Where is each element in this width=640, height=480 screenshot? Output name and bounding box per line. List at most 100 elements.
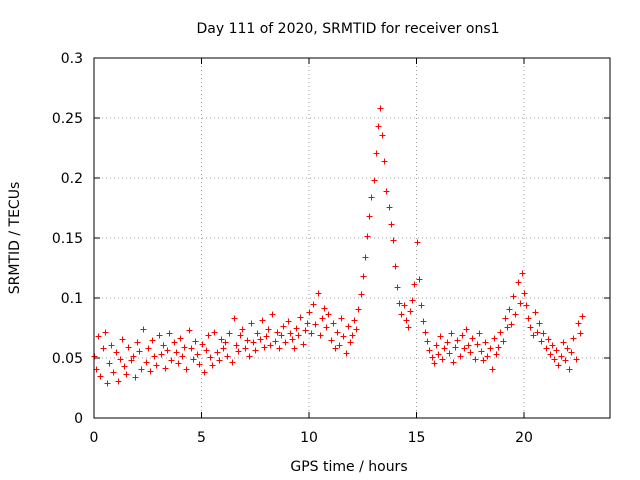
data-point bbox=[377, 105, 384, 112]
data-point bbox=[508, 321, 515, 328]
data-point bbox=[351, 317, 358, 324]
x-tick-label: 5 bbox=[197, 430, 206, 446]
data-point bbox=[237, 332, 244, 339]
data-point bbox=[166, 330, 173, 337]
data-point bbox=[121, 363, 128, 370]
data-point bbox=[119, 336, 126, 343]
data-point bbox=[214, 349, 221, 356]
data-point bbox=[375, 123, 382, 130]
data-point bbox=[179, 353, 186, 360]
data-point bbox=[285, 318, 292, 325]
data-point bbox=[459, 332, 466, 339]
data-point bbox=[491, 335, 498, 342]
data-point bbox=[433, 342, 440, 349]
data-point bbox=[545, 336, 552, 343]
data-point bbox=[188, 345, 195, 352]
data-point bbox=[482, 339, 489, 346]
data-point bbox=[476, 330, 483, 337]
data-point bbox=[295, 332, 302, 339]
data-point bbox=[480, 357, 487, 364]
data-point bbox=[534, 329, 541, 336]
data-point bbox=[358, 291, 365, 298]
data-point bbox=[269, 311, 276, 318]
data-point bbox=[293, 325, 300, 332]
data-point bbox=[336, 342, 343, 349]
data-point bbox=[110, 369, 117, 376]
data-point bbox=[149, 337, 156, 344]
data-point bbox=[304, 320, 311, 327]
data-point bbox=[211, 329, 218, 336]
data-point bbox=[444, 339, 451, 346]
data-point bbox=[291, 345, 298, 352]
data-point bbox=[353, 326, 360, 333]
data-point bbox=[392, 263, 399, 270]
data-point bbox=[437, 333, 444, 340]
data-point bbox=[282, 339, 289, 346]
data-point bbox=[450, 359, 457, 366]
axis-ticks: 0 5 10 15 20 0 0.05 0.1 0.15 0.2 0.25 0.3 bbox=[52, 51, 610, 446]
data-point bbox=[151, 353, 158, 360]
data-point bbox=[429, 354, 436, 361]
data-point bbox=[317, 332, 324, 339]
data-point bbox=[379, 132, 386, 139]
data-point bbox=[568, 349, 575, 356]
data-point bbox=[115, 378, 122, 385]
data-point bbox=[579, 313, 586, 320]
data-point bbox=[543, 345, 550, 352]
data-point bbox=[199, 341, 206, 348]
data-point bbox=[160, 342, 167, 349]
data-point bbox=[416, 276, 423, 283]
data-point bbox=[297, 314, 304, 321]
data-point bbox=[104, 380, 111, 387]
data-point bbox=[403, 317, 410, 324]
data-point bbox=[252, 347, 259, 354]
data-point bbox=[222, 339, 229, 346]
data-point bbox=[566, 366, 573, 373]
data-point bbox=[207, 354, 214, 361]
data-point bbox=[201, 369, 208, 376]
data-point bbox=[381, 158, 388, 165]
data-point bbox=[168, 357, 175, 364]
data-point bbox=[452, 344, 459, 351]
data-point bbox=[330, 320, 337, 327]
data-point bbox=[446, 350, 453, 357]
data-point bbox=[575, 320, 582, 327]
data-point bbox=[472, 356, 479, 363]
data-point bbox=[310, 301, 317, 308]
data-point bbox=[407, 308, 414, 315]
data-point bbox=[338, 315, 345, 322]
y-tick-label: 0.05 bbox=[52, 351, 83, 367]
data-point bbox=[302, 327, 309, 334]
data-point bbox=[156, 332, 163, 339]
data-point bbox=[173, 349, 180, 356]
grid-lines bbox=[94, 58, 610, 418]
data-point bbox=[502, 315, 509, 322]
data-point bbox=[525, 315, 532, 322]
data-point bbox=[355, 306, 362, 313]
data-point bbox=[278, 332, 285, 339]
data-point bbox=[136, 348, 143, 355]
data-point bbox=[147, 368, 154, 375]
data-point bbox=[224, 353, 231, 360]
data-point bbox=[100, 345, 107, 352]
x-tick-label: 0 bbox=[90, 430, 99, 446]
data-point bbox=[515, 279, 522, 286]
data-point bbox=[171, 339, 178, 346]
plot-frame bbox=[93, 57, 611, 419]
data-point bbox=[203, 347, 210, 354]
y-tick-label: 0.2 bbox=[61, 171, 83, 187]
data-point bbox=[265, 326, 272, 333]
data-point bbox=[108, 342, 115, 349]
data-point bbox=[538, 338, 545, 345]
data-point bbox=[267, 342, 274, 349]
data-point bbox=[334, 329, 341, 336]
chart-title: Day 111 of 2020, SRMTID for receiver ons… bbox=[196, 21, 499, 37]
data-point bbox=[128, 357, 135, 364]
data-point bbox=[287, 330, 294, 337]
data-point bbox=[469, 335, 476, 342]
data-point bbox=[323, 324, 330, 331]
data-point bbox=[383, 188, 390, 195]
data-point bbox=[315, 290, 322, 297]
data-point bbox=[457, 353, 464, 360]
data-point bbox=[231, 315, 238, 322]
